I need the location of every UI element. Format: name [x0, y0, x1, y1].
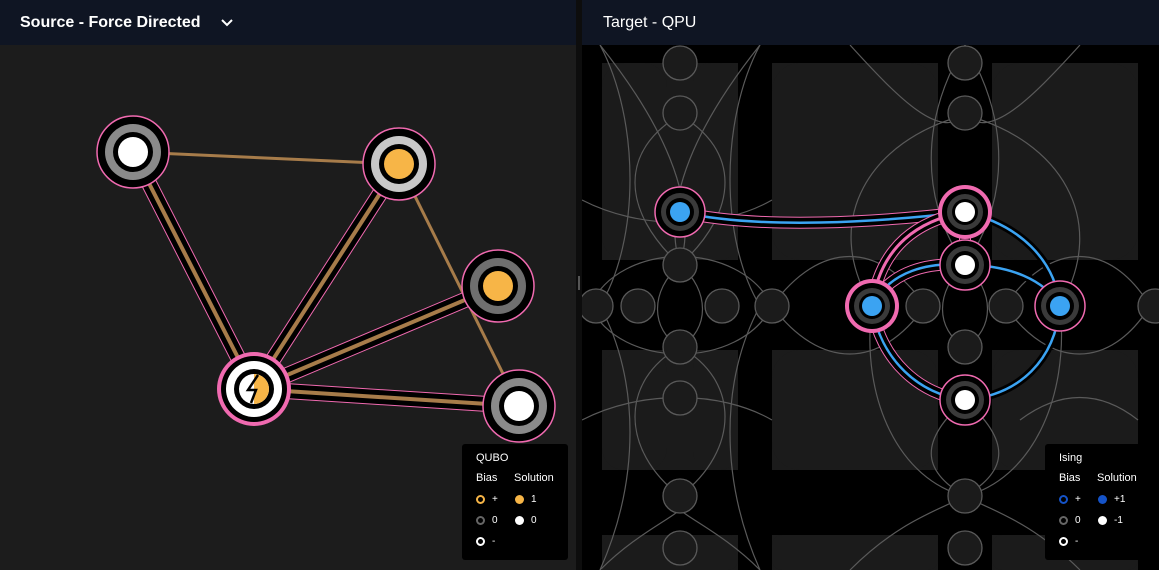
graph-node[interactable]	[482, 369, 556, 443]
qubit[interactable]	[947, 530, 983, 566]
graph-node-selected[interactable]	[217, 352, 291, 426]
qubit-active[interactable]	[1034, 280, 1086, 332]
chevron-down-icon[interactable]	[219, 15, 235, 31]
graph-edge-highlighted[interactable]	[246, 278, 506, 397]
qubit-active[interactable]	[939, 374, 991, 426]
qpu-graph-canvas[interactable]: Ising Bias Solution + 0 - +1 -1	[582, 45, 1159, 570]
qubit[interactable]	[947, 45, 983, 81]
legend-label: +	[492, 494, 498, 505]
qubit[interactable]	[662, 530, 698, 566]
source-panel-title: Source - Force Directed	[20, 13, 201, 31]
graph-node[interactable]	[96, 115, 170, 189]
qubit-active[interactable]	[654, 186, 706, 238]
graph-node[interactable]	[362, 127, 436, 201]
legend-solution-minus-one: -1	[1098, 515, 1123, 526]
graph-edge[interactable]	[132, 150, 400, 166]
qubit[interactable]	[662, 247, 698, 283]
source-panel: Source - Force Directed	[0, 0, 576, 570]
qubit[interactable]	[988, 288, 1024, 324]
highlighted-edges	[125, 144, 527, 414]
source-graph-canvas[interactable]: QUBO Bias Solution + 0 - 1 0	[0, 45, 576, 570]
legend-solution-one: 1	[515, 494, 537, 505]
legend-label: +1	[1114, 494, 1126, 505]
legend-bias-header: Bias	[476, 472, 498, 484]
positive-bias-swatch	[1059, 495, 1068, 504]
legend-label: -	[492, 536, 496, 547]
legend-label: 1	[531, 494, 537, 505]
legend-bias-negative: -	[476, 536, 495, 547]
qubit[interactable]	[662, 45, 698, 81]
target-panel-title: Target - QPU	[603, 13, 697, 31]
qubit[interactable]	[1137, 288, 1159, 324]
legend-label: 0	[492, 515, 498, 526]
qubo-legend: QUBO Bias Solution + 0 - 1 0	[462, 444, 568, 560]
qubit[interactable]	[905, 288, 941, 324]
graph-edge-highlighted[interactable]	[246, 381, 527, 414]
graph-edge-highlighted[interactable]	[125, 144, 262, 397]
legend-solution-plus-one: +1	[1098, 494, 1125, 505]
solution-plus-one-swatch	[1098, 495, 1107, 504]
qpu-cells	[602, 63, 1138, 570]
solution-zero-swatch	[515, 516, 524, 525]
qpu-inactive-qubits	[582, 45, 1159, 566]
divider-grip[interactable]	[578, 276, 580, 290]
qubit-active[interactable]	[938, 185, 992, 239]
legend-bias-zero: 0	[476, 515, 498, 526]
zero-bias-swatch	[1059, 516, 1068, 525]
qubit[interactable]	[662, 329, 698, 365]
legend-title: QUBO	[476, 452, 509, 464]
solution-one-swatch	[515, 495, 524, 504]
qubit[interactable]	[754, 288, 790, 324]
qpu-couplers	[582, 45, 1151, 570]
target-panel-header: Target - QPU	[582, 0, 1159, 45]
positive-bias-swatch	[476, 495, 485, 504]
legend-bias-positive: +	[476, 494, 498, 505]
qubit[interactable]	[947, 95, 983, 131]
lightning-icon	[239, 374, 269, 404]
qubit-active[interactable]	[939, 239, 991, 291]
graph-edge[interactable]	[397, 163, 521, 407]
legend-solution-header: Solution	[1097, 472, 1137, 484]
legend-solution-zero: 0	[515, 515, 537, 526]
legend-bias-positive: +	[1059, 494, 1081, 505]
legend-title: Ising	[1059, 452, 1083, 464]
legend-bias-header: Bias	[1059, 472, 1081, 484]
qubit[interactable]	[582, 288, 614, 324]
qubit[interactable]	[947, 329, 983, 365]
legend-bias-negative: -	[1059, 536, 1078, 547]
qubit[interactable]	[662, 380, 698, 416]
qubit[interactable]	[704, 288, 740, 324]
qubit[interactable]	[662, 478, 698, 514]
ising-legend: Ising Bias Solution + 0 - +1 -1	[1045, 444, 1151, 560]
legend-label: -	[1075, 536, 1079, 547]
legend-label: -1	[1114, 515, 1123, 526]
qubit-active[interactable]	[845, 279, 899, 333]
panel-divider[interactable]	[576, 0, 582, 570]
solution-minus-one-swatch	[1098, 516, 1107, 525]
source-panel-header: Source - Force Directed	[0, 0, 576, 45]
legend-bias-zero: 0	[1059, 515, 1081, 526]
legend-solution-header: Solution	[514, 472, 554, 484]
graph-edge-highlighted[interactable]	[246, 156, 407, 397]
graph-node[interactable]	[461, 249, 535, 323]
negative-bias-swatch	[476, 537, 485, 546]
qubit[interactable]	[620, 288, 656, 324]
negative-bias-swatch	[1059, 537, 1068, 546]
legend-label: 0	[1075, 515, 1081, 526]
legend-label: +	[1075, 494, 1081, 505]
zero-bias-swatch	[476, 516, 485, 525]
legend-label: 0	[531, 515, 537, 526]
target-panel: Target - QPU	[582, 0, 1159, 570]
qubit[interactable]	[662, 95, 698, 131]
qubit[interactable]	[947, 478, 983, 514]
